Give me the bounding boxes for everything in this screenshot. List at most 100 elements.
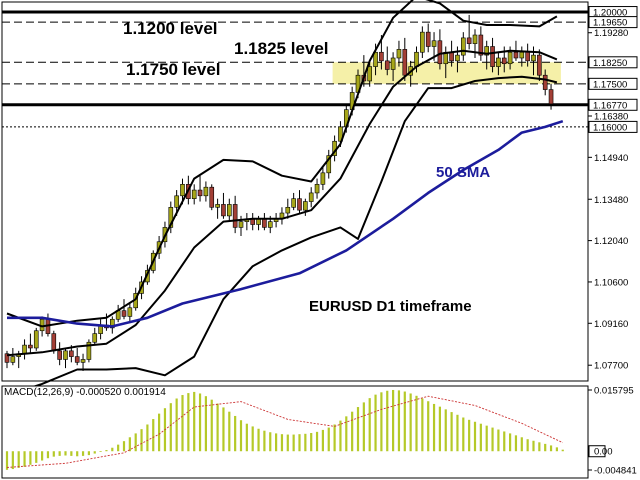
candle-48 bbox=[285, 198, 291, 219]
candle-body bbox=[390, 57, 396, 70]
candle-81 bbox=[478, 26, 484, 61]
candle-66 bbox=[390, 52, 396, 81]
candle-54 bbox=[320, 167, 326, 191]
candle-body bbox=[542, 74, 548, 90]
candle-0 bbox=[4, 350, 10, 369]
candle-body bbox=[74, 356, 80, 363]
candle-92 bbox=[542, 69, 548, 96]
candle-body bbox=[285, 206, 291, 214]
candle-body bbox=[51, 333, 57, 352]
candle-body bbox=[367, 66, 373, 82]
candle-72 bbox=[425, 23, 431, 53]
candle-body bbox=[437, 40, 443, 65]
candle-50 bbox=[297, 190, 302, 214]
candle-93 bbox=[548, 83, 554, 110]
candle-21 bbox=[127, 302, 133, 323]
candle-10 bbox=[63, 347, 68, 369]
candle-body bbox=[460, 37, 466, 56]
candle-body bbox=[484, 46, 490, 56]
candle-36 bbox=[215, 198, 220, 219]
candle-65 bbox=[384, 46, 390, 76]
candle-body bbox=[4, 353, 10, 363]
candle-67 bbox=[396, 40, 402, 67]
price-box-label-1: 1.19650 bbox=[593, 18, 627, 29]
macd-zero-box bbox=[588, 445, 606, 458]
candle-body bbox=[396, 49, 402, 59]
bollinger-middle-line bbox=[6, 49, 558, 357]
candle-body bbox=[320, 172, 326, 185]
candle-51 bbox=[303, 198, 308, 216]
candle-20 bbox=[121, 299, 127, 320]
price-tick-label-2: 1.16380 bbox=[594, 111, 628, 122]
resistance-zone-rect bbox=[332, 62, 561, 84]
candle-body bbox=[449, 51, 454, 62]
price-tick-label-0: 1.19280 bbox=[594, 28, 628, 39]
candle-body bbox=[57, 350, 62, 360]
candle-body bbox=[308, 192, 314, 202]
candle-body bbox=[197, 189, 203, 197]
candle-53 bbox=[314, 178, 320, 199]
candle-body bbox=[69, 350, 74, 357]
price-box-label-4: 1.16770 bbox=[593, 100, 627, 111]
price-box-5 bbox=[588, 120, 638, 133]
candle-body bbox=[209, 186, 215, 208]
candle-body bbox=[33, 330, 39, 349]
candle-body bbox=[10, 356, 16, 363]
candle-body bbox=[86, 341, 92, 360]
candle-49 bbox=[291, 192, 296, 211]
bollinger-upper-line bbox=[6, 0, 558, 328]
price-box-label-0: 1.20000 bbox=[593, 8, 627, 19]
candle-35 bbox=[209, 184, 215, 211]
candle-68 bbox=[402, 37, 408, 81]
indicator-lines bbox=[6, 0, 564, 397]
price-tick-label-8: 1.07700 bbox=[594, 361, 628, 372]
sma-50-line bbox=[7, 119, 564, 328]
candle-52 bbox=[308, 187, 314, 208]
candle-79 bbox=[466, 14, 472, 50]
candle-body bbox=[110, 318, 115, 329]
candle-9 bbox=[57, 342, 62, 366]
candle-body bbox=[63, 350, 68, 360]
candle-5 bbox=[33, 327, 39, 351]
candle-body bbox=[373, 51, 378, 67]
candle-body bbox=[478, 34, 484, 56]
candle-62 bbox=[367, 60, 373, 87]
macd-tick-label-1: 0.00 bbox=[594, 447, 613, 458]
candle-body bbox=[472, 34, 478, 44]
candle-body bbox=[80, 359, 86, 363]
candle-body bbox=[402, 49, 408, 76]
candle-body bbox=[519, 51, 525, 59]
candle-84 bbox=[496, 52, 501, 76]
candle-body bbox=[291, 198, 296, 208]
price-tick-label-6: 1.10600 bbox=[594, 277, 628, 288]
candle-body bbox=[431, 40, 437, 47]
candle-28 bbox=[168, 201, 174, 234]
candle-body bbox=[425, 31, 431, 47]
candle-body bbox=[455, 54, 460, 62]
candle-1 bbox=[10, 347, 16, 366]
price-box-1 bbox=[588, 16, 638, 29]
candle-14 bbox=[86, 339, 92, 363]
candle-body bbox=[267, 221, 273, 228]
candle-body bbox=[28, 344, 33, 349]
candle-body bbox=[191, 189, 197, 199]
annotation-timeframe: EURUSD D1 timeframe bbox=[309, 298, 472, 315]
price-box-label-5: 1.16000 bbox=[593, 122, 627, 133]
candle-body bbox=[314, 184, 320, 194]
candle-body bbox=[232, 204, 238, 228]
candle-body bbox=[420, 31, 425, 53]
candle-78 bbox=[460, 32, 466, 61]
resistance-zone bbox=[332, 62, 561, 84]
bollinger-lower-line bbox=[6, 75, 558, 397]
price-box-label-3: 1.17500 bbox=[593, 79, 627, 90]
price-tick-label-3: 1.14940 bbox=[594, 153, 628, 164]
price-box-label-2: 1.18250 bbox=[593, 58, 627, 69]
annotation-50-sma: 50 SMA bbox=[436, 164, 491, 181]
candle-body bbox=[121, 310, 127, 317]
candle-74 bbox=[437, 29, 443, 70]
candle-body bbox=[127, 307, 133, 317]
price-box-3 bbox=[588, 77, 638, 90]
candle-body bbox=[203, 186, 209, 197]
price-tick-label-5: 1.12040 bbox=[594, 236, 628, 247]
candle-body bbox=[297, 198, 302, 211]
